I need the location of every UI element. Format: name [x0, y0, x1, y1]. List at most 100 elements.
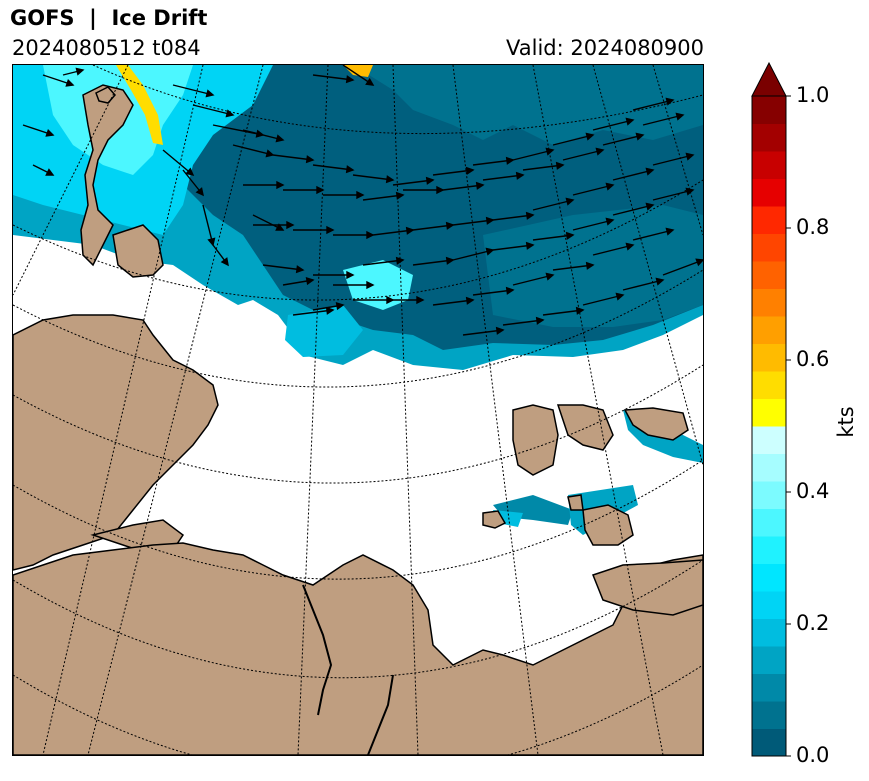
- drift-arrow-shaft: [172, 84, 214, 96]
- drift-arrow-shaft: [292, 309, 334, 316]
- colorbar-segment: [752, 536, 786, 564]
- colorbar-segment: [752, 426, 786, 454]
- colorbar-border: [751, 95, 787, 757]
- drift-arrow-head: [465, 166, 475, 175]
- drift-arrow-head: [405, 226, 415, 235]
- drift-arrow-shaft: [232, 144, 274, 156]
- drift-arrow-head: [605, 217, 615, 226]
- colorbar-segment: [752, 206, 786, 234]
- drift-arrow-head: [275, 134, 285, 143]
- colorbar-segment: [752, 453, 786, 482]
- drift-arrow-shaft: [462, 329, 504, 336]
- colorbar-tick-label: 0.0: [796, 743, 830, 767]
- drift-arrow-head: [585, 261, 595, 270]
- drift-arrow-head: [366, 280, 375, 290]
- land-novaya-zemlya-south: [112, 224, 164, 278]
- drift-arrow-head: [645, 202, 655, 211]
- drift-arrows: [22, 65, 703, 336]
- drift-arrow-head: [555, 161, 565, 170]
- drift-arrow-shaft: [612, 169, 654, 181]
- colorbar-segment: [752, 618, 786, 647]
- colorbar-segment: [752, 96, 786, 124]
- colorbar-segment: [752, 646, 786, 674]
- drift-arrow-shaft: [522, 164, 564, 171]
- ice-speed-high-2: [343, 65, 373, 77]
- colorbar-segment: [752, 288, 786, 317]
- drift-arrow-shaft: [272, 154, 314, 161]
- drift-arrow-shaft: [432, 299, 474, 306]
- drift-arrow-shaft: [542, 309, 584, 316]
- drift-arrow-head: [220, 257, 229, 267]
- land-island-small: [482, 510, 507, 529]
- colorbar-segment: [752, 343, 786, 372]
- drift-arrow-head: [625, 117, 635, 126]
- drift-arrow-head: [485, 216, 495, 225]
- drift-arrow-shaft: [582, 294, 624, 306]
- drift-arrow-head: [525, 241, 535, 250]
- drift-arrow-shaft: [622, 279, 664, 291]
- land-novaya-zemlya-north: [80, 84, 134, 267]
- graticule-parallel-1: [13, 179, 703, 301]
- drift-arrow-shaft: [662, 259, 703, 276]
- colorbar: [751, 61, 791, 760]
- drift-arrow-head: [685, 152, 695, 161]
- ice-drift-map: [12, 64, 704, 756]
- drift-arrow-head: [485, 247, 495, 256]
- drift-arrow-shaft: [372, 229, 414, 236]
- drift-arrow-shaft: [552, 134, 594, 146]
- drift-arrow-head: [395, 191, 405, 200]
- drift-arrow-head: [465, 296, 475, 305]
- drift-arrow-head: [205, 89, 215, 98]
- colorbar-segment: [752, 701, 786, 729]
- ice-speed-high: [116, 65, 163, 145]
- drift-arrow-head: [425, 176, 435, 185]
- drift-arrow-head: [595, 147, 605, 156]
- drift-arrow-head: [345, 165, 355, 174]
- colorbar-segment: [752, 481, 786, 509]
- graticule-meridian-1: [13, 65, 129, 296]
- drift-arrow-shaft: [202, 204, 214, 246]
- colorbar-segment: [752, 151, 786, 179]
- drift-arrow-shaft: [362, 194, 404, 201]
- drift-arrow-shaft: [452, 249, 494, 261]
- drift-arrow-head: [275, 223, 285, 231]
- drift-arrow-shaft: [502, 319, 544, 326]
- colorbar-segment: [752, 508, 786, 537]
- drift-arrow-head: [685, 187, 695, 196]
- graticule-meridian-3: [87, 65, 264, 755]
- drift-arrow-shaft: [592, 119, 634, 131]
- drift-arrow-shaft: [572, 184, 614, 196]
- drift-arrow-shaft: [532, 234, 574, 241]
- drift-arrow-shaft: [552, 264, 594, 271]
- drift-arrow-shaft: [572, 219, 614, 231]
- drift-arrow-shaft: [492, 244, 534, 251]
- colorbar-tick-label: 1.0: [796, 83, 830, 107]
- drift-arrow-shaft: [392, 179, 434, 186]
- drift-arrow-shaft: [262, 264, 304, 271]
- drift-arrow-shaft: [592, 244, 634, 256]
- graticule-meridian-7: [532, 65, 664, 755]
- drift-arrow-shaft: [412, 259, 454, 266]
- drift-arrow-head: [305, 155, 315, 164]
- drift-arrow-head: [645, 167, 655, 176]
- drift-arrow-head: [475, 181, 485, 190]
- land-severnaya-zemlya-1: [512, 404, 559, 476]
- drift-arrow-head: [416, 295, 425, 305]
- rivers: [302, 584, 394, 755]
- drift-arrow-head: [366, 230, 375, 240]
- land-taymyr-east: [592, 559, 703, 616]
- graticule: [13, 65, 703, 755]
- colorbar-segment: [752, 591, 786, 619]
- drift-arrow-head: [346, 270, 355, 280]
- drift-arrow-shaft: [312, 164, 354, 171]
- drift-arrow-head: [395, 256, 405, 265]
- drift-arrow-head: [655, 277, 665, 286]
- river-yenisei: [302, 584, 333, 716]
- drift-arrow-shaft: [452, 219, 494, 226]
- drift-arrow-shaft: [192, 104, 234, 116]
- drift-arrow-shaft: [472, 289, 514, 296]
- drift-arrow-head: [665, 227, 675, 236]
- drift-arrow-shaft: [562, 149, 604, 161]
- drift-arrow-shaft: [642, 114, 684, 126]
- drift-arrow-shaft: [492, 214, 534, 221]
